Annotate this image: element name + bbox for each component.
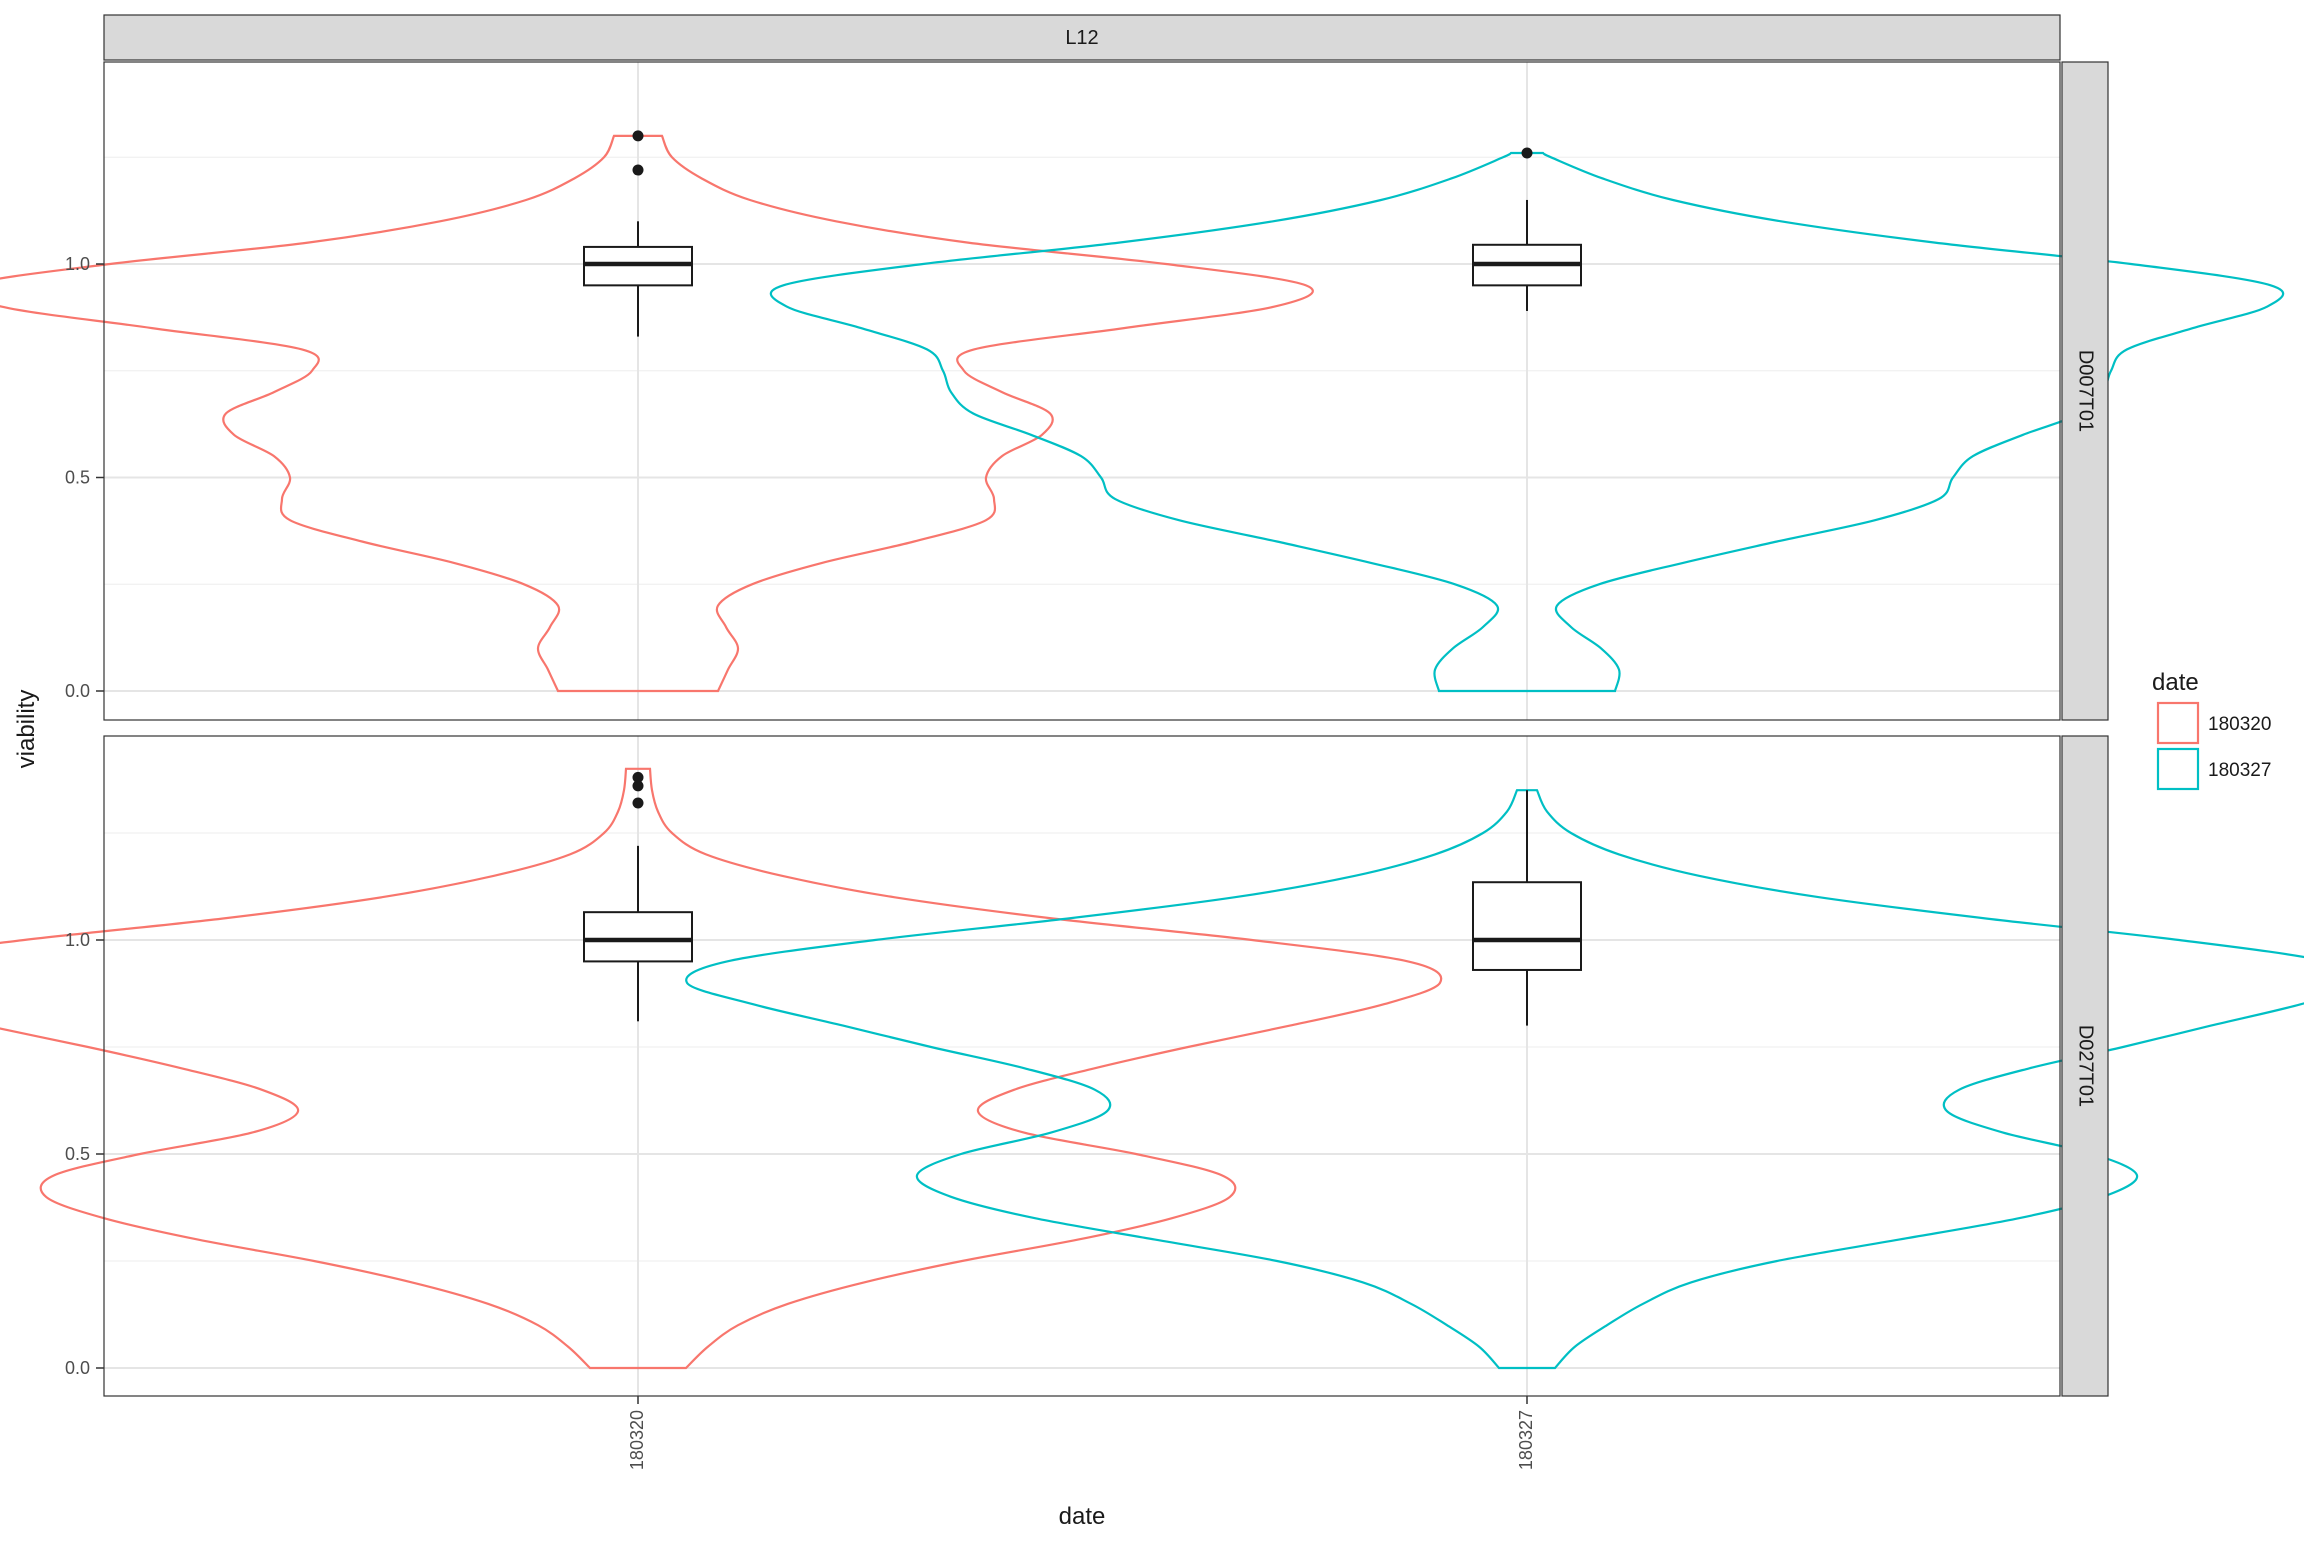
y-tick-label: 1.0: [65, 254, 90, 274]
outlier-point: [632, 797, 644, 809]
panel-background: [104, 62, 2060, 720]
facet-strip-right: [2061, 735, 2109, 1397]
violin-180327-D027T01: [685, 789, 2304, 1370]
facet-label-row: D027T01: [2075, 1025, 2097, 1107]
violin-180320-D027T01: [0, 767, 1443, 1370]
facet-strip-right: [2061, 61, 2109, 721]
box-iqr: [583, 911, 693, 963]
panel-border: [103, 61, 2061, 721]
y-tick-label: 0.0: [65, 1358, 90, 1378]
y-tick-label: 0.5: [65, 468, 90, 488]
x-tick-label: 180327: [1516, 1410, 1536, 1470]
box-iqr: [1472, 881, 1582, 971]
y-axis-title: viability: [13, 690, 40, 769]
legend-label: 180327: [2208, 760, 2271, 781]
facet-label-row: D007T01: [2075, 350, 2097, 432]
outlier-point: [1521, 147, 1533, 159]
y-tick-label: 1.0: [65, 930, 90, 950]
facet-label-top: L12: [1065, 27, 1098, 49]
facet-strip-top: [103, 14, 2061, 61]
x-tick-label: 180320: [627, 1410, 647, 1470]
outlier-point: [632, 130, 644, 142]
legend-key-180320: [2156, 701, 2200, 745]
outlier-point: [632, 164, 644, 176]
legend-key-180327: [2156, 747, 2200, 791]
violin-180327-D007T01: [769, 151, 2285, 693]
outlier-point: [632, 780, 644, 792]
y-tick-label: 0.0: [65, 681, 90, 701]
violin-180320-D007T01: [0, 134, 1314, 693]
panel-background: [104, 736, 2060, 1396]
outlier-point: [632, 771, 644, 783]
legend-label: 180320: [2208, 714, 2271, 735]
panel-border: [103, 735, 2061, 1397]
legend-title: date: [2152, 669, 2199, 696]
x-axis-title: date: [1059, 1503, 1106, 1530]
y-tick-label: 0.5: [65, 1144, 90, 1164]
